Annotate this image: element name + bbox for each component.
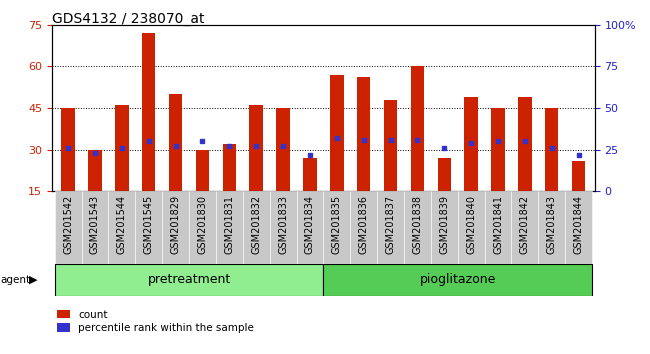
Bar	[196, 149, 209, 191]
Bar	[88, 149, 101, 191]
Text: GSM201829: GSM201829	[170, 195, 181, 254]
Bar	[142, 33, 155, 191]
Text: GSM201842: GSM201842	[520, 195, 530, 254]
Text: GSM201840: GSM201840	[466, 195, 476, 254]
Bar	[404, 191, 431, 264]
Text: GSM201545: GSM201545	[144, 195, 154, 254]
Bar	[169, 94, 182, 191]
Bar	[222, 144, 236, 191]
Bar	[377, 191, 404, 264]
Bar	[518, 97, 532, 191]
Bar	[296, 191, 323, 264]
Text: GSM201832: GSM201832	[251, 195, 261, 254]
Text: pioglitazone: pioglitazone	[419, 273, 496, 286]
Text: agent: agent	[1, 275, 31, 285]
Bar	[162, 191, 189, 264]
Text: GSM201544: GSM201544	[117, 195, 127, 254]
Text: GSM201838: GSM201838	[412, 195, 423, 254]
Bar	[323, 264, 592, 296]
Bar	[437, 158, 451, 191]
Bar	[545, 108, 558, 191]
Bar	[384, 99, 397, 191]
Bar	[411, 66, 424, 191]
Legend: count, percentile rank within the sample: count, percentile rank within the sample	[57, 310, 254, 333]
Text: GSM201835: GSM201835	[332, 195, 342, 254]
Bar	[572, 161, 586, 191]
Bar	[330, 75, 344, 191]
Bar	[242, 191, 270, 264]
Text: GSM201833: GSM201833	[278, 195, 288, 254]
Bar	[458, 191, 485, 264]
Bar	[270, 191, 296, 264]
Bar	[303, 158, 317, 191]
Text: GSM201844: GSM201844	[574, 195, 584, 254]
Text: GSM201543: GSM201543	[90, 195, 100, 254]
Text: pretreatment: pretreatment	[148, 273, 231, 286]
Bar	[350, 191, 377, 264]
Text: GDS4132 / 238070_at: GDS4132 / 238070_at	[52, 12, 205, 27]
Text: GSM201542: GSM201542	[63, 195, 73, 254]
Bar	[465, 97, 478, 191]
Bar	[135, 191, 162, 264]
Bar	[216, 191, 242, 264]
Text: GSM201830: GSM201830	[198, 195, 207, 254]
Bar	[250, 105, 263, 191]
Text: ▶: ▶	[29, 275, 38, 285]
Bar	[115, 105, 129, 191]
Bar	[55, 191, 81, 264]
Bar	[357, 78, 370, 191]
Bar	[431, 191, 458, 264]
Text: GSM201837: GSM201837	[385, 195, 396, 254]
Bar	[109, 191, 135, 264]
Text: GSM201841: GSM201841	[493, 195, 503, 254]
Bar	[512, 191, 538, 264]
Bar	[491, 108, 505, 191]
Text: GSM201831: GSM201831	[224, 195, 235, 254]
Text: GSM201834: GSM201834	[305, 195, 315, 254]
Bar	[61, 108, 75, 191]
Bar	[485, 191, 512, 264]
Text: GSM201836: GSM201836	[359, 195, 369, 254]
Text: GSM201843: GSM201843	[547, 195, 557, 254]
Bar	[81, 191, 109, 264]
Bar	[276, 108, 290, 191]
Text: GSM201839: GSM201839	[439, 195, 449, 254]
Bar	[538, 191, 566, 264]
Bar	[566, 191, 592, 264]
Bar	[189, 191, 216, 264]
Bar	[323, 191, 350, 264]
Bar	[55, 264, 324, 296]
